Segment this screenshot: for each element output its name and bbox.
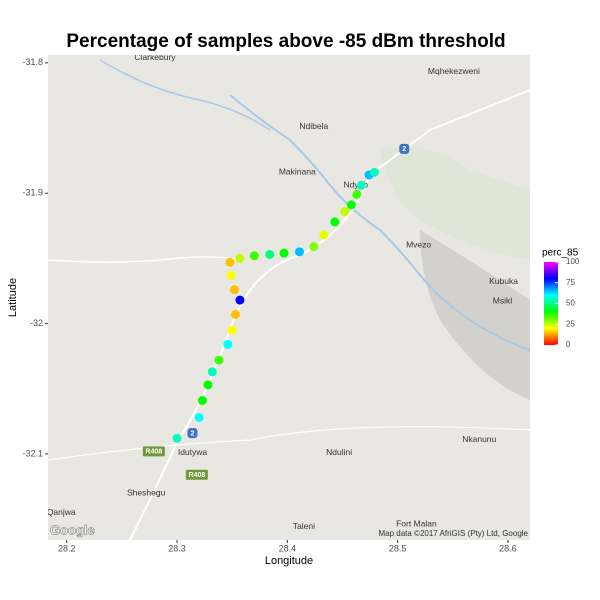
chart-title: Percentage of samples above -85 dBm thre… [66,31,505,52]
sample-point [319,230,329,240]
sample-point [225,257,235,267]
x-tick-label: 28.6 [499,543,517,553]
x-tick-label: 28.4 [279,543,297,553]
sample-point [194,412,204,422]
road-sign [399,143,410,154]
river [99,59,271,131]
sample-point [229,285,239,295]
x-tick-label: 28.5 [389,543,407,553]
place-label: Fort Malan [396,519,437,529]
sample-point [330,217,340,227]
x-tick-label: 28.2 [58,543,76,553]
colorbar-title: perc_85 [542,248,579,259]
sample-point [294,247,304,257]
sample-point [223,339,233,349]
place-label: Ndibela [299,121,328,131]
y-tick-label: -32 [30,318,43,328]
road-sign-label: R408 [146,449,163,456]
place-label: Makinana [279,167,316,177]
colorbar-tick-label: 0 [566,340,571,349]
sample-point [279,248,289,258]
colorbar-tick-label: 75 [566,278,575,287]
place-label: Sheshegu [127,487,166,497]
road-sign-label: 2 [191,430,195,437]
river [229,94,530,351]
map: Clarkebury Mqhekezweni Ndibela Makinana Ndye… [47,52,530,540]
colorbar [544,262,558,345]
sample-point [226,270,236,280]
sample-point [356,180,366,190]
colorbar-tick-label: 100 [566,257,580,266]
y-tick-label: -31.8 [22,57,43,67]
x-tick-label: 28.3 [168,543,186,553]
sample-point [346,200,356,210]
sample-point [207,367,217,377]
sample-point [235,253,245,263]
terrain [420,230,530,400]
sample-point [197,395,207,405]
sample-point [249,251,259,261]
place-label: Msikl [493,296,512,306]
place-label: Mqhekezweni [428,66,480,76]
place-label: Nkanunu [462,434,496,444]
y-tick-label: -31.9 [22,188,43,198]
place-label: Taleni [293,521,315,531]
y-axis-label: Latitude [7,278,19,317]
place-label: Ndulini [326,447,352,457]
place-label: Kubuka [489,276,518,286]
sample-point [231,309,241,319]
road-sign-label: R408 [189,472,206,479]
logo: Google [50,522,95,537]
road-sign [187,428,198,439]
place-label: Ndyeb [343,180,368,190]
colorbar-tick-label: 50 [566,299,575,308]
sample-point [203,380,213,390]
x-axis-label: Longitude [265,555,313,567]
place-label: Idutywa [178,447,208,457]
road [48,426,530,461]
map-layer: Clarkebury Mqhekezweni Ndibela Makinana Ndye… [47,52,529,538]
sample-point [265,249,275,259]
place-label: Clarkebury [134,52,176,62]
colorbar-tick-label: 25 [566,319,575,328]
y-tick-label: -32.1 [22,448,43,458]
road-sign-label: 2 [402,146,406,153]
road-sign [142,446,165,457]
sample-point [227,325,237,335]
place-label: Mvezo [406,240,431,250]
sample-point [309,242,319,252]
sample-point [340,206,350,216]
road [48,256,241,263]
sample-point [369,167,379,177]
place-label: Qanjwa [47,507,76,517]
road-sign [185,469,208,480]
sample-point [172,433,182,443]
sample-point [352,190,362,200]
park-area [380,147,530,260]
attribution: Map data ©2017 AfriGIS (Pty) Ltd, Google [378,529,528,538]
sample-point [214,355,224,365]
sample-point [235,295,245,305]
